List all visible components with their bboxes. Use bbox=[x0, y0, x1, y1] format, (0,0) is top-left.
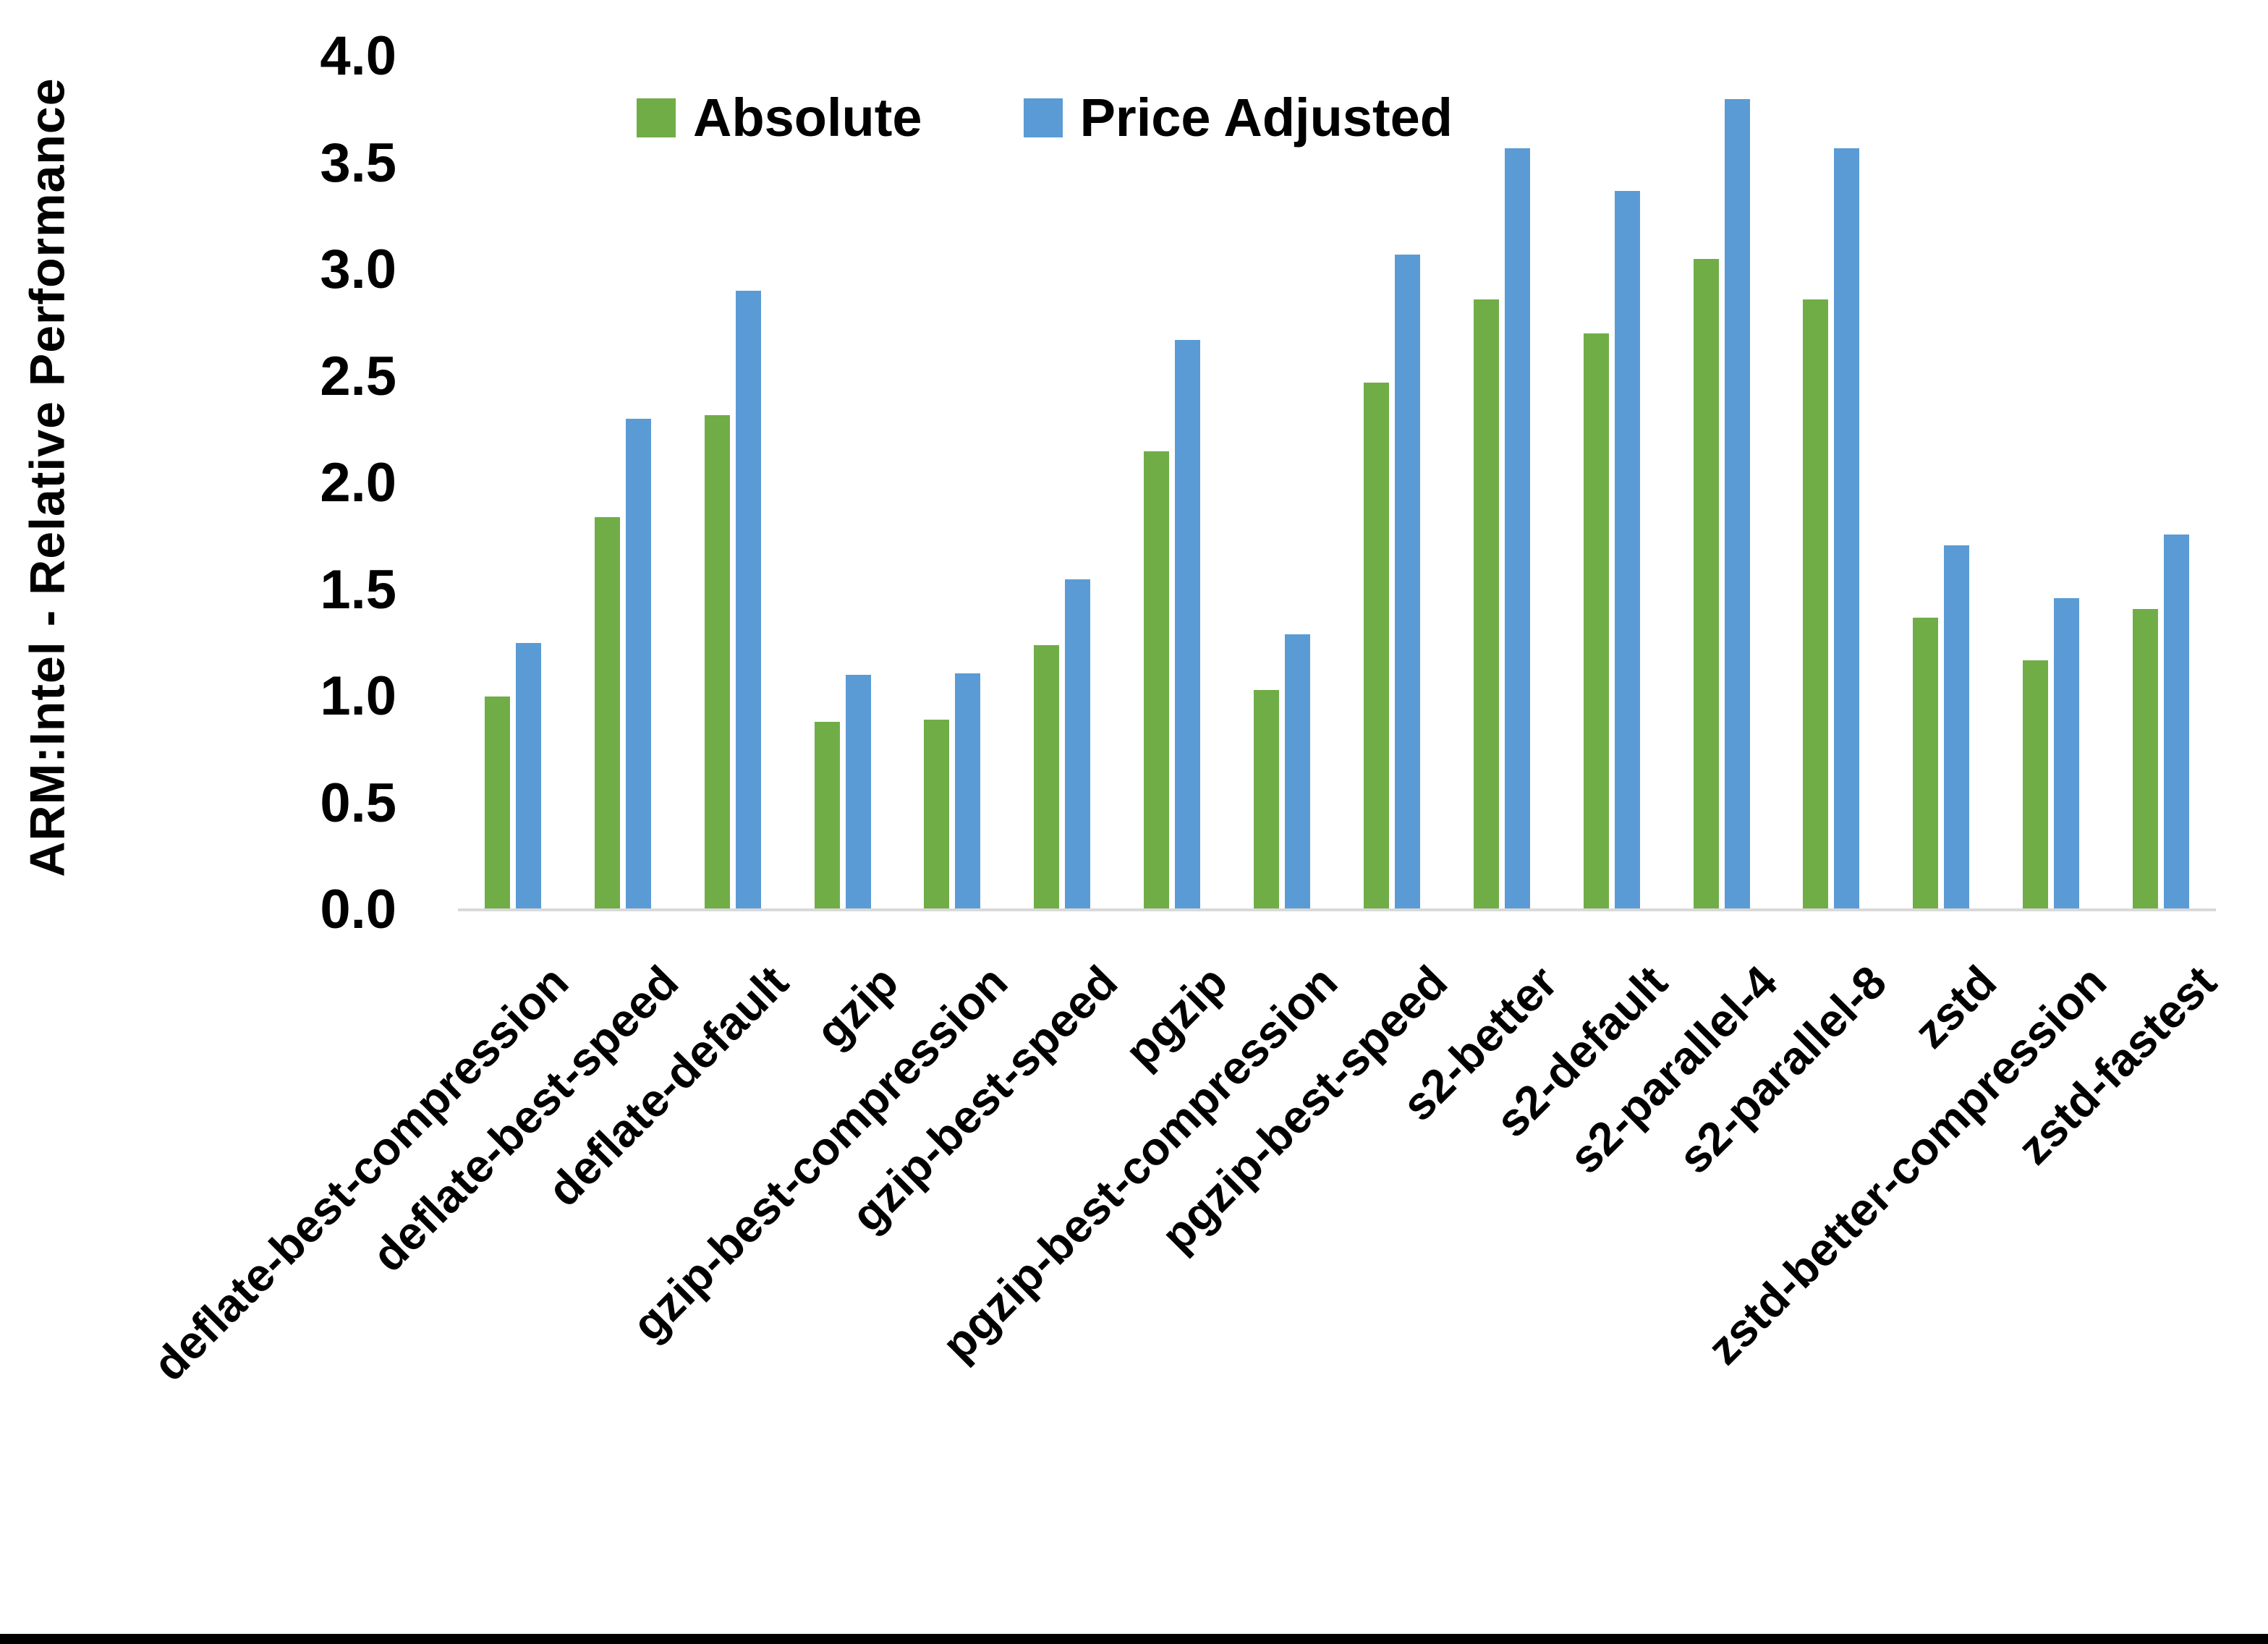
bar-cluster-gzip-best-compression bbox=[898, 56, 1008, 910]
bar-cluster-pgzip-best-compression bbox=[1227, 56, 1337, 910]
bar-price-adjusted-pgzip-best-compression bbox=[1285, 634, 1311, 910]
bar-absolute-deflate-best-compression bbox=[484, 697, 510, 910]
y-tick-label-2.5: 2.5 bbox=[320, 346, 396, 407]
bar-absolute-s2-parallel-8 bbox=[1803, 299, 1829, 910]
bar-cluster-s2-default bbox=[1557, 56, 1667, 910]
bar-cluster-s2-better bbox=[1447, 56, 1557, 910]
bar-price-adjusted-zstd bbox=[1944, 545, 1970, 910]
bar-absolute-s2-parallel-4 bbox=[1693, 259, 1719, 910]
bar-cluster-pgzip bbox=[1117, 56, 1227, 910]
legend: Absolute Price Adjusted bbox=[637, 87, 1453, 148]
bar-price-adjusted-deflate-best-compression bbox=[515, 643, 541, 910]
bar-price-adjusted-pgzip bbox=[1175, 340, 1201, 910]
bar-cluster-gzip-best-speed bbox=[1007, 56, 1117, 910]
bar-absolute-pgzip bbox=[1144, 451, 1170, 910]
bar-price-adjusted-gzip-best-compression bbox=[955, 673, 981, 910]
bar-absolute-deflate-default bbox=[704, 415, 730, 910]
legend-item-price-adjusted: Price Adjusted bbox=[1023, 87, 1453, 148]
bar-cluster-deflate-best-speed bbox=[568, 56, 678, 910]
bar-absolute-zstd bbox=[1913, 618, 1939, 910]
legend-swatch-price-adjusted bbox=[1023, 98, 1063, 137]
bar-absolute-s2-default bbox=[1583, 333, 1609, 910]
legend-item-absolute: Absolute bbox=[637, 87, 922, 148]
bar-absolute-gzip bbox=[814, 722, 840, 910]
bar-price-adjusted-zstd-fastest bbox=[2164, 534, 2190, 910]
screenshot-bottom-edge bbox=[0, 1634, 2268, 1644]
bar-price-adjusted-deflate-default bbox=[735, 291, 761, 910]
y-tick-label-3.0: 3.0 bbox=[320, 239, 396, 300]
bar-price-adjusted-zstd-better-compression bbox=[2054, 598, 2080, 910]
legend-swatch-absolute bbox=[637, 98, 676, 137]
bar-cluster-zstd bbox=[1886, 56, 1996, 910]
x-tick-label-deflate-best-speed: deflate-best-speed bbox=[362, 955, 689, 1282]
bar-price-adjusted-gzip-best-speed bbox=[1065, 579, 1091, 910]
y-tick-label-2.0: 2.0 bbox=[320, 452, 396, 514]
bar-cluster-zstd-fastest bbox=[2106, 56, 2216, 910]
bar-cluster-gzip bbox=[788, 56, 898, 910]
plot-area bbox=[458, 56, 2216, 910]
bar-cluster-pgzip-best-speed bbox=[1337, 56, 1447, 910]
bar-cluster-deflate-best-compression bbox=[458, 56, 568, 910]
y-tick-label-0.5: 0.5 bbox=[320, 772, 396, 834]
bar-price-adjusted-gzip bbox=[845, 675, 871, 910]
y-tick-label-3.5: 3.5 bbox=[320, 132, 396, 194]
legend-label-price-adjusted: Price Adjusted bbox=[1079, 88, 1453, 148]
y-tick-label-1.5: 1.5 bbox=[320, 559, 396, 621]
bar-price-adjusted-s2-default bbox=[1614, 191, 1640, 910]
y-tick-label-4.0: 4.0 bbox=[320, 25, 396, 87]
bar-absolute-zstd-fastest bbox=[2133, 609, 2159, 910]
bar-price-adjusted-s2-parallel-8 bbox=[1834, 148, 1860, 910]
bar-cluster-s2-parallel-4 bbox=[1667, 56, 1777, 910]
bar-absolute-pgzip-best-compression bbox=[1254, 690, 1280, 910]
bar-cluster-zstd-better-compression bbox=[1996, 56, 2106, 910]
bar-cluster-s2-parallel-8 bbox=[1777, 56, 1887, 910]
bar-absolute-pgzip-best-speed bbox=[1363, 383, 1389, 910]
bar-absolute-gzip-best-speed bbox=[1034, 645, 1060, 910]
y-axis-title-text: ARM:Intel - Relative Performance bbox=[20, 77, 76, 877]
bar-absolute-gzip-best-compression bbox=[924, 720, 950, 910]
x-axis-line bbox=[458, 908, 2216, 911]
y-tick-label-0.0: 0.0 bbox=[320, 879, 396, 940]
bar-price-adjusted-pgzip-best-speed bbox=[1394, 255, 1420, 910]
legend-label-absolute: Absolute bbox=[693, 88, 922, 148]
bar-absolute-zstd-better-compression bbox=[2023, 660, 2049, 910]
bar-cluster-deflate-default bbox=[678, 56, 788, 910]
y-tick-label-1.0: 1.0 bbox=[320, 665, 396, 727]
bar-price-adjusted-s2-better bbox=[1504, 148, 1530, 910]
bar-absolute-s2-better bbox=[1473, 299, 1499, 910]
bar-absolute-deflate-best-speed bbox=[594, 517, 620, 910]
bar-price-adjusted-deflate-best-speed bbox=[625, 419, 651, 910]
y-axis-title: ARM:Intel - Relative Performance bbox=[13, 43, 82, 911]
bar-price-adjusted-s2-parallel-4 bbox=[1724, 99, 1750, 910]
